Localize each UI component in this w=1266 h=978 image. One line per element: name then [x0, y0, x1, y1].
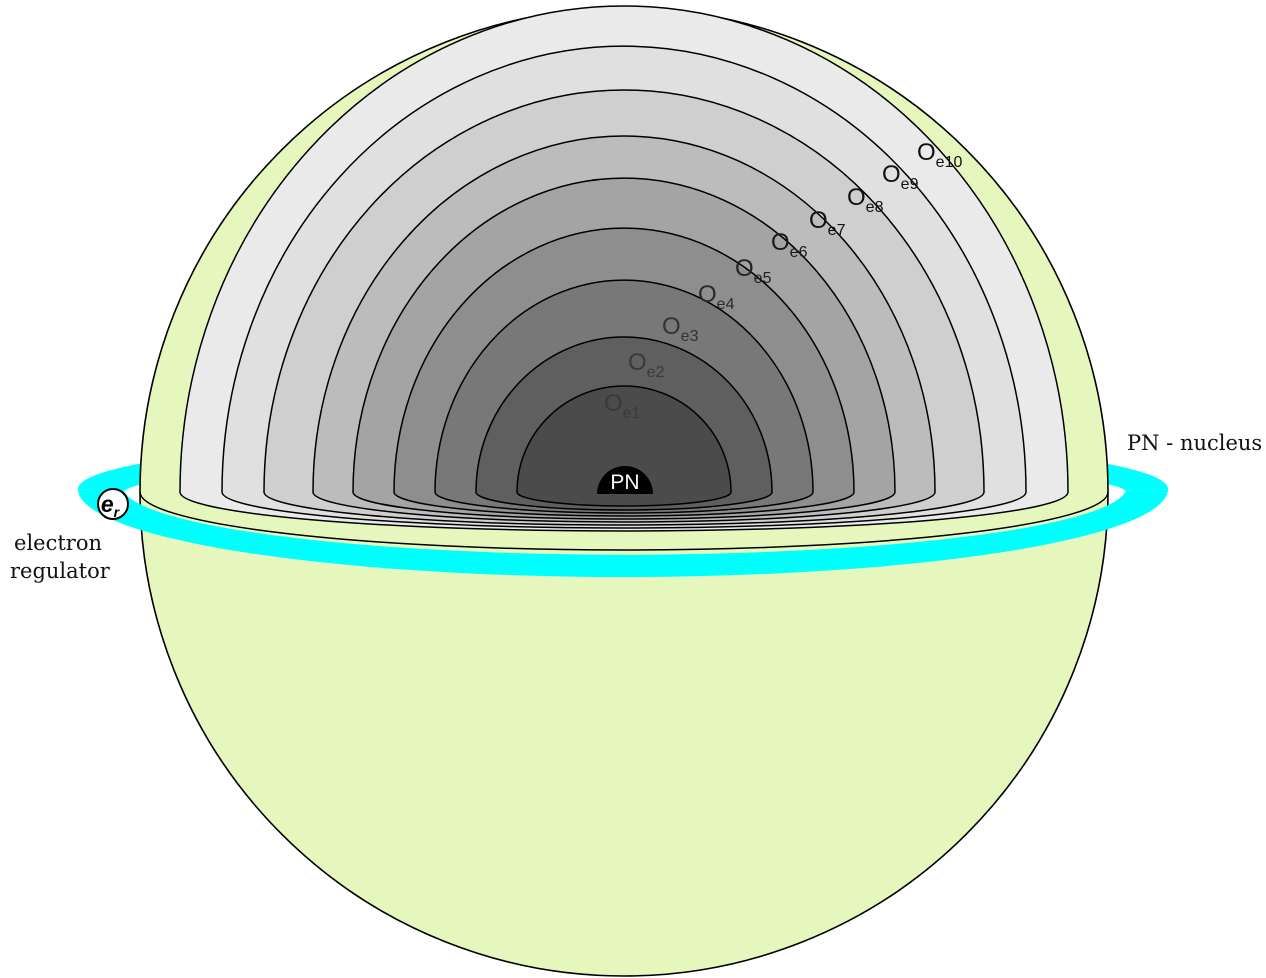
electron-regulator-ring-front — [78, 489, 1168, 577]
shell-label-sub: e4 — [717, 296, 735, 313]
shell-label-sub: e2 — [647, 364, 665, 381]
shell-label-main: O — [771, 229, 790, 256]
shell-label-main: O — [662, 313, 681, 340]
shell-label-sub: e5 — [754, 270, 772, 287]
shell-label-e4: Oe4 — [698, 281, 735, 313]
shell-label-sub: e8 — [866, 199, 884, 216]
shell-label-main: O — [628, 349, 647, 376]
shell-label-e1: Oe1 — [604, 390, 641, 422]
electron-regulator-legend-line1: electron — [14, 531, 102, 555]
shell-label-main: O — [847, 184, 866, 211]
shell-label-main: O — [735, 255, 754, 282]
electron-regulator-e: er — [101, 491, 121, 520]
nucleus-label: PN — [610, 471, 639, 494]
electron-regulator-legend: electron regulator — [10, 529, 110, 585]
shell-label-main: O — [604, 390, 623, 417]
sphere-equator — [139, 491, 1109, 551]
electron-regulator-symbol — [97, 488, 129, 520]
shell-label-e2: Oe2 — [628, 349, 665, 381]
nucleus — [597, 466, 653, 494]
shell-label-e3: Oe3 — [662, 313, 699, 345]
shell-label-e6: Oe6 — [771, 229, 808, 261]
shell-e1 — [516, 385, 732, 507]
shell-label-sub: e1 — [623, 405, 641, 422]
shell-label-e9: Oe9 — [882, 161, 919, 193]
shell-label-sub: e7 — [828, 222, 846, 239]
shell-label-e7: Oe7 — [809, 207, 846, 239]
shell-label-e10: Oe10 — [917, 139, 962, 171]
shell-label-main: O — [809, 207, 828, 234]
shell-label-main: O — [698, 281, 717, 308]
nucleus-legend: PN - nucleus — [1127, 431, 1263, 455]
shell-label-e5: Oe5 — [735, 255, 772, 287]
shell-label-e8: Oe8 — [847, 184, 884, 216]
electron-regulator-legend-line2: regulator — [10, 559, 110, 583]
shell-label-sub: e3 — [681, 328, 699, 345]
shell-label-main: O — [917, 139, 936, 166]
shell-label-sub: e6 — [790, 244, 808, 261]
shell-label-sub: e9 — [901, 176, 919, 193]
electron-shells — [139, 5, 1109, 551]
shell-label-sub: e10 — [936, 154, 963, 171]
shell-label-main: O — [882, 161, 901, 188]
